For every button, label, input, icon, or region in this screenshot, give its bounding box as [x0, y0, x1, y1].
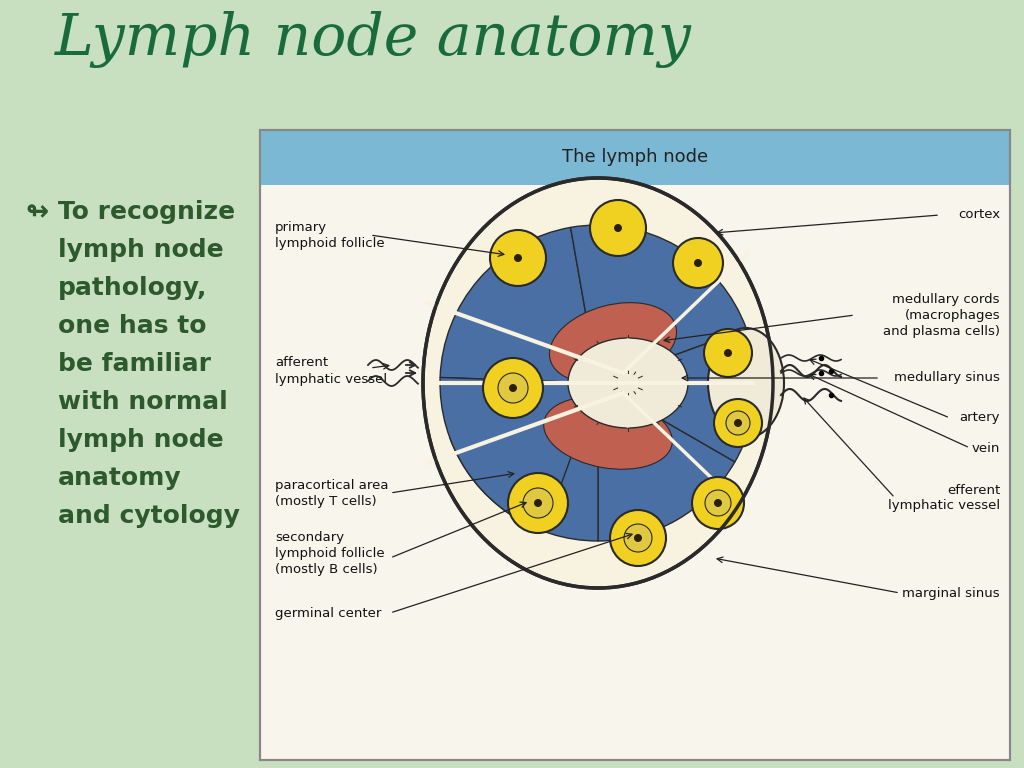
Bar [260, 130, 1010, 760]
Circle shape [705, 329, 752, 377]
Circle shape [614, 224, 622, 232]
Text: To recognize: To recognize [58, 200, 236, 224]
Circle shape [624, 524, 652, 552]
Circle shape [714, 399, 762, 447]
Text: secondary
lymphoid follicle
(mostly B cells): secondary lymphoid follicle (mostly B ce… [275, 531, 385, 575]
Text: lymph node: lymph node [58, 428, 223, 452]
Ellipse shape [623, 348, 683, 398]
Circle shape [734, 419, 742, 427]
Wedge shape [623, 329, 756, 462]
Ellipse shape [708, 328, 784, 438]
Text: primary
lymphoid follicle: primary lymphoid follicle [275, 220, 385, 250]
Ellipse shape [423, 178, 773, 588]
Text: ↬: ↬ [25, 198, 48, 226]
Circle shape [714, 499, 722, 507]
Text: and cytology: and cytology [58, 504, 240, 528]
Text: paracortical area
(mostly T cells): paracortical area (mostly T cells) [275, 478, 388, 508]
Circle shape [509, 384, 517, 392]
Wedge shape [598, 397, 735, 541]
Text: germinal center: germinal center [275, 607, 381, 620]
Circle shape [483, 358, 543, 418]
Wedge shape [570, 225, 746, 373]
Circle shape [498, 373, 528, 403]
Text: The lymph node: The lymph node [562, 148, 708, 167]
Text: afferent
lymphatic vessel: afferent lymphatic vessel [275, 356, 387, 386]
Text: medullary sinus: medullary sinus [894, 372, 1000, 385]
Ellipse shape [550, 303, 677, 383]
Circle shape [508, 473, 568, 533]
Circle shape [724, 349, 732, 357]
Text: lymph node: lymph node [58, 238, 223, 262]
Circle shape [523, 488, 553, 518]
Ellipse shape [568, 338, 688, 428]
Text: cortex: cortex [957, 208, 1000, 221]
Circle shape [705, 490, 731, 516]
Text: medullary cords
(macrophages
and plasma cells): medullary cords (macrophages and plasma … [883, 293, 1000, 337]
Circle shape [590, 200, 646, 256]
Circle shape [692, 477, 744, 529]
Text: anatomy: anatomy [58, 466, 181, 490]
Circle shape [534, 499, 542, 507]
Text: be familiar: be familiar [58, 352, 211, 376]
Wedge shape [450, 392, 598, 541]
Wedge shape [440, 378, 589, 531]
Circle shape [726, 411, 750, 435]
Text: one has to: one has to [58, 314, 207, 338]
Text: marginal sinus: marginal sinus [902, 587, 1000, 600]
Bar [260, 130, 1010, 185]
Text: Lymph node anatomy: Lymph node anatomy [55, 11, 692, 68]
Text: vein: vein [972, 442, 1000, 455]
Ellipse shape [544, 397, 673, 469]
Circle shape [673, 238, 723, 288]
Wedge shape [440, 227, 593, 382]
Text: artery: artery [959, 412, 1000, 425]
Text: with normal: with normal [58, 390, 227, 414]
Circle shape [634, 534, 642, 542]
Circle shape [610, 510, 666, 566]
Bar [260, 130, 1010, 760]
Text: pathology,: pathology, [58, 276, 208, 300]
Text: efferent
lymphatic vessel: efferent lymphatic vessel [888, 484, 1000, 512]
Circle shape [490, 230, 546, 286]
Circle shape [514, 254, 522, 262]
Circle shape [694, 259, 702, 267]
